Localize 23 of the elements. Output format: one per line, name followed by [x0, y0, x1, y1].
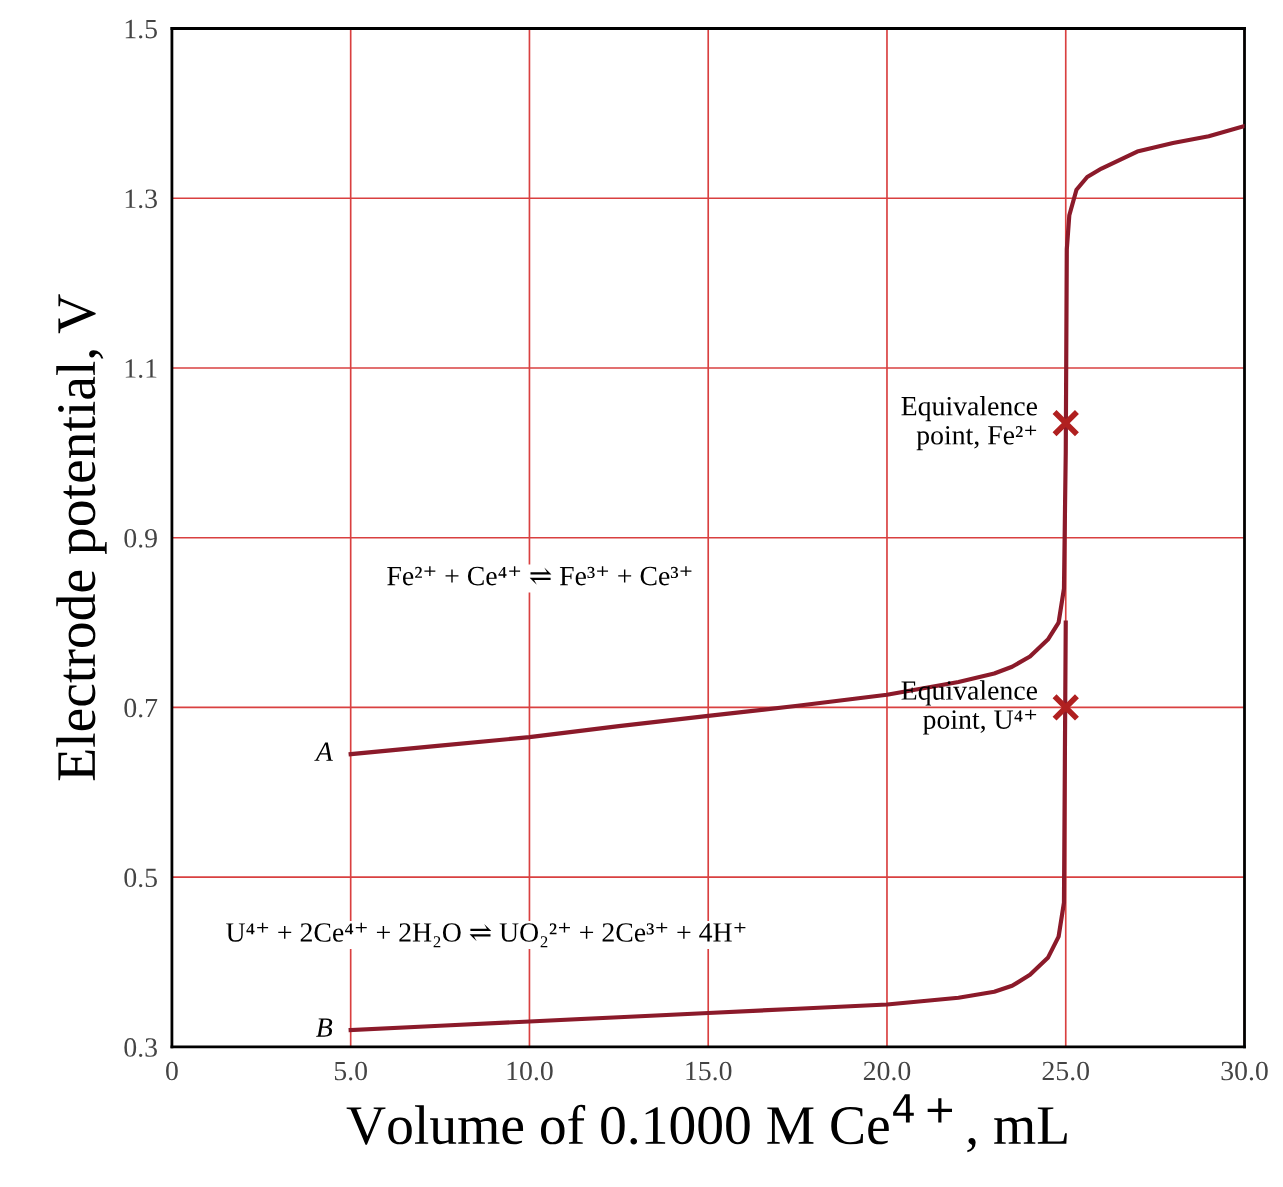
y-tick-label: 0.5	[124, 868, 157, 888]
x-tick-label: 5.0	[334, 1061, 367, 1081]
line-series	[348, 124, 1245, 757]
x-tick-label: 20.0	[863, 1061, 911, 1081]
y-axis-title: Electrode potential, V	[56, 294, 107, 781]
y-tick-label: 0.3	[124, 1038, 157, 1057]
x-axis-title: Volume of 0.1000 M Ce$^{4+}$, mL	[346, 1094, 1067, 1153]
annotation: Equivalence point, Fe²⁺	[901, 396, 1037, 451]
x-tick-label: 0	[166, 1061, 178, 1081]
annotation: Fe²⁺ + Ce⁴⁺ ⇌ Fe³⁺ + Ce³⁺	[387, 566, 692, 586]
y-tick-label: 1.1	[125, 359, 157, 378]
x-tick-label: 15.0	[686, 1061, 732, 1081]
x-tick-label: 25.0	[1042, 1061, 1089, 1081]
series-label: A	[314, 742, 333, 761]
x-tick-label: 10.0	[507, 1061, 553, 1081]
y-tick-label: 0.7	[124, 698, 158, 718]
y-tick-label: 1.3	[125, 189, 157, 209]
x-tick-label: 30.0	[1221, 1061, 1268, 1081]
series-label: B	[316, 1018, 333, 1037]
annotation: Equivalence point, U⁴⁺	[901, 680, 1037, 735]
y-tick-label: 0.9	[124, 528, 157, 548]
y-tick-label: 1.5	[125, 19, 157, 39]
annotation: U⁴⁺ + 2Ce⁴⁺ + 2H₂O ⇌ UO₂²⁺ + 2Ce³⁺ + 4H⁺	[226, 922, 746, 948]
